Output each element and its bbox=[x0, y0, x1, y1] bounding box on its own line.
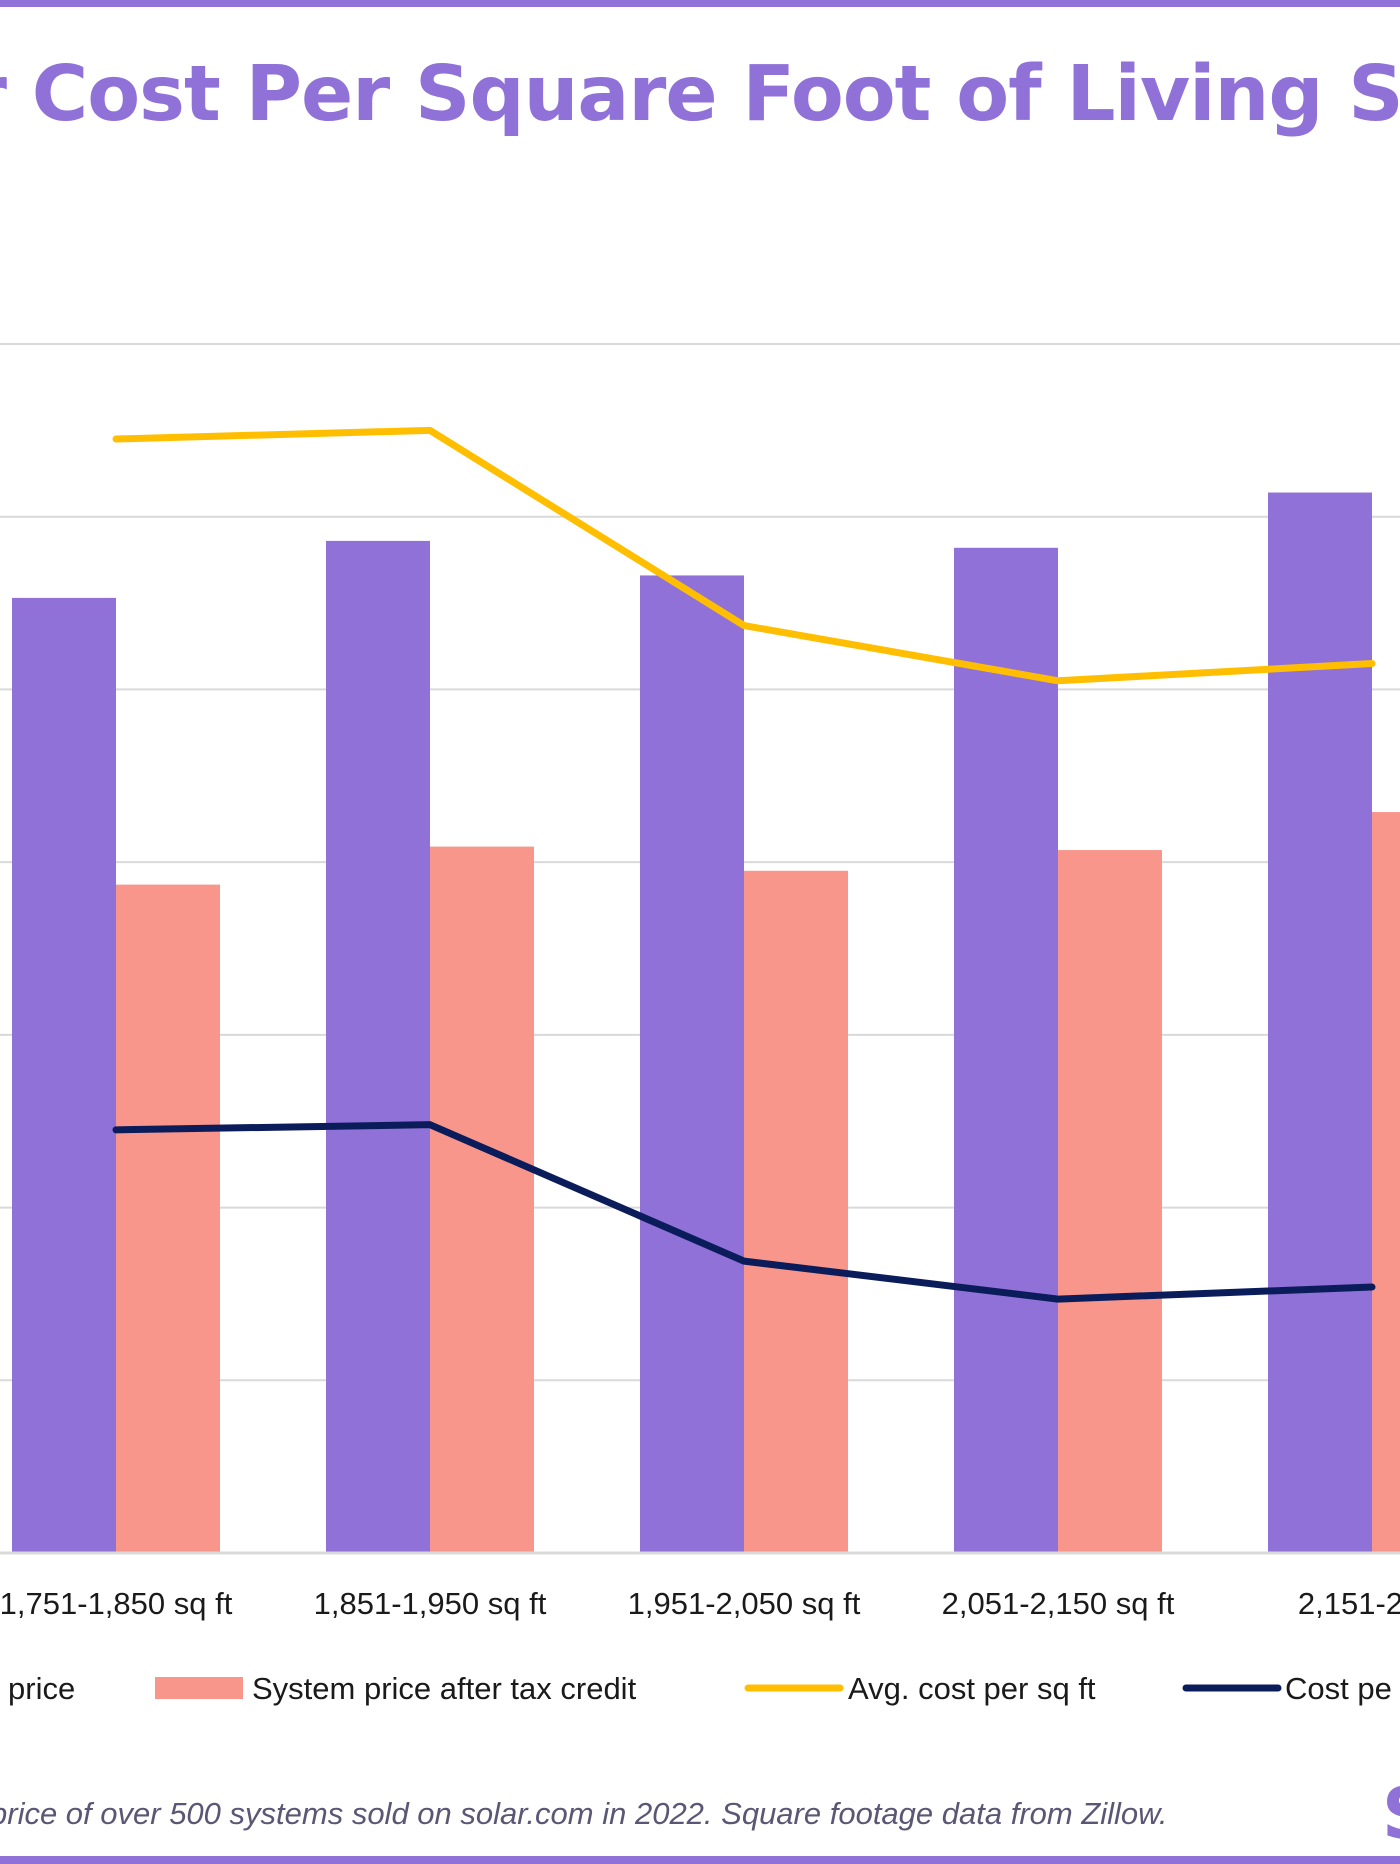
line-point bbox=[1057, 680, 1059, 682]
line-point bbox=[743, 1260, 745, 1262]
line-point bbox=[1371, 663, 1373, 665]
line-point bbox=[743, 625, 745, 627]
bar-price-after-tax-credit bbox=[430, 846, 534, 1553]
legend-label: Cost pe bbox=[1285, 1671, 1392, 1706]
source-footnote: price of over 500 systems sold on solar.… bbox=[0, 1796, 1168, 1831]
chart-title: ar Cost Per Square Foot of Living Sp bbox=[0, 50, 1400, 139]
series-lines bbox=[112, 426, 1376, 1303]
legend-swatch bbox=[155, 1677, 243, 1699]
x-tick-label: 1,851-1,950 sq ft bbox=[314, 1586, 547, 1621]
bar-system-price bbox=[954, 547, 1058, 1553]
bar-price-after-tax-credit bbox=[116, 884, 220, 1553]
line-point bbox=[1371, 1286, 1373, 1288]
legend-label: System price after tax credit bbox=[252, 1671, 637, 1706]
x-tick-label: 1,951-2,050 sq ft bbox=[628, 1586, 861, 1621]
line-point bbox=[1057, 1298, 1059, 1300]
x-tick-label: 2,051-2,150 sq ft bbox=[942, 1586, 1175, 1621]
bar-price-after-tax-credit bbox=[744, 870, 848, 1553]
legend: price System price after tax credit Avg. c… bbox=[8, 1671, 1392, 1706]
legend-label: price bbox=[8, 1671, 75, 1706]
top-accent-rule bbox=[0, 0, 1400, 7]
bar-system-price bbox=[640, 575, 744, 1553]
gridlines bbox=[0, 343, 1400, 1382]
line-point bbox=[115, 438, 117, 440]
bar-price-after-tax-credit bbox=[1058, 850, 1162, 1553]
bottom-accent-rule bbox=[0, 1856, 1400, 1864]
bar-system-price bbox=[1268, 492, 1372, 1553]
line-point bbox=[115, 1129, 117, 1131]
bar-system-price bbox=[326, 540, 430, 1553]
bar-price-after-tax-credit bbox=[1372, 812, 1400, 1553]
x-axis: 1,751-1,850 sq ft 1,851-1,950 sq ft 1,951-… bbox=[0, 1551, 1400, 1621]
x-tick-label: 2,151-2,25 bbox=[1298, 1586, 1400, 1621]
line-point bbox=[429, 429, 431, 431]
x-tick-label: 1,751-1,850 sq ft bbox=[0, 1586, 233, 1621]
legend-label: Avg. cost per sq ft bbox=[848, 1671, 1096, 1706]
bars bbox=[12, 492, 1400, 1553]
brand-logo-mark: S bbox=[1382, 1774, 1400, 1854]
line-point bbox=[429, 1124, 431, 1126]
bar-system-price bbox=[12, 597, 116, 1553]
